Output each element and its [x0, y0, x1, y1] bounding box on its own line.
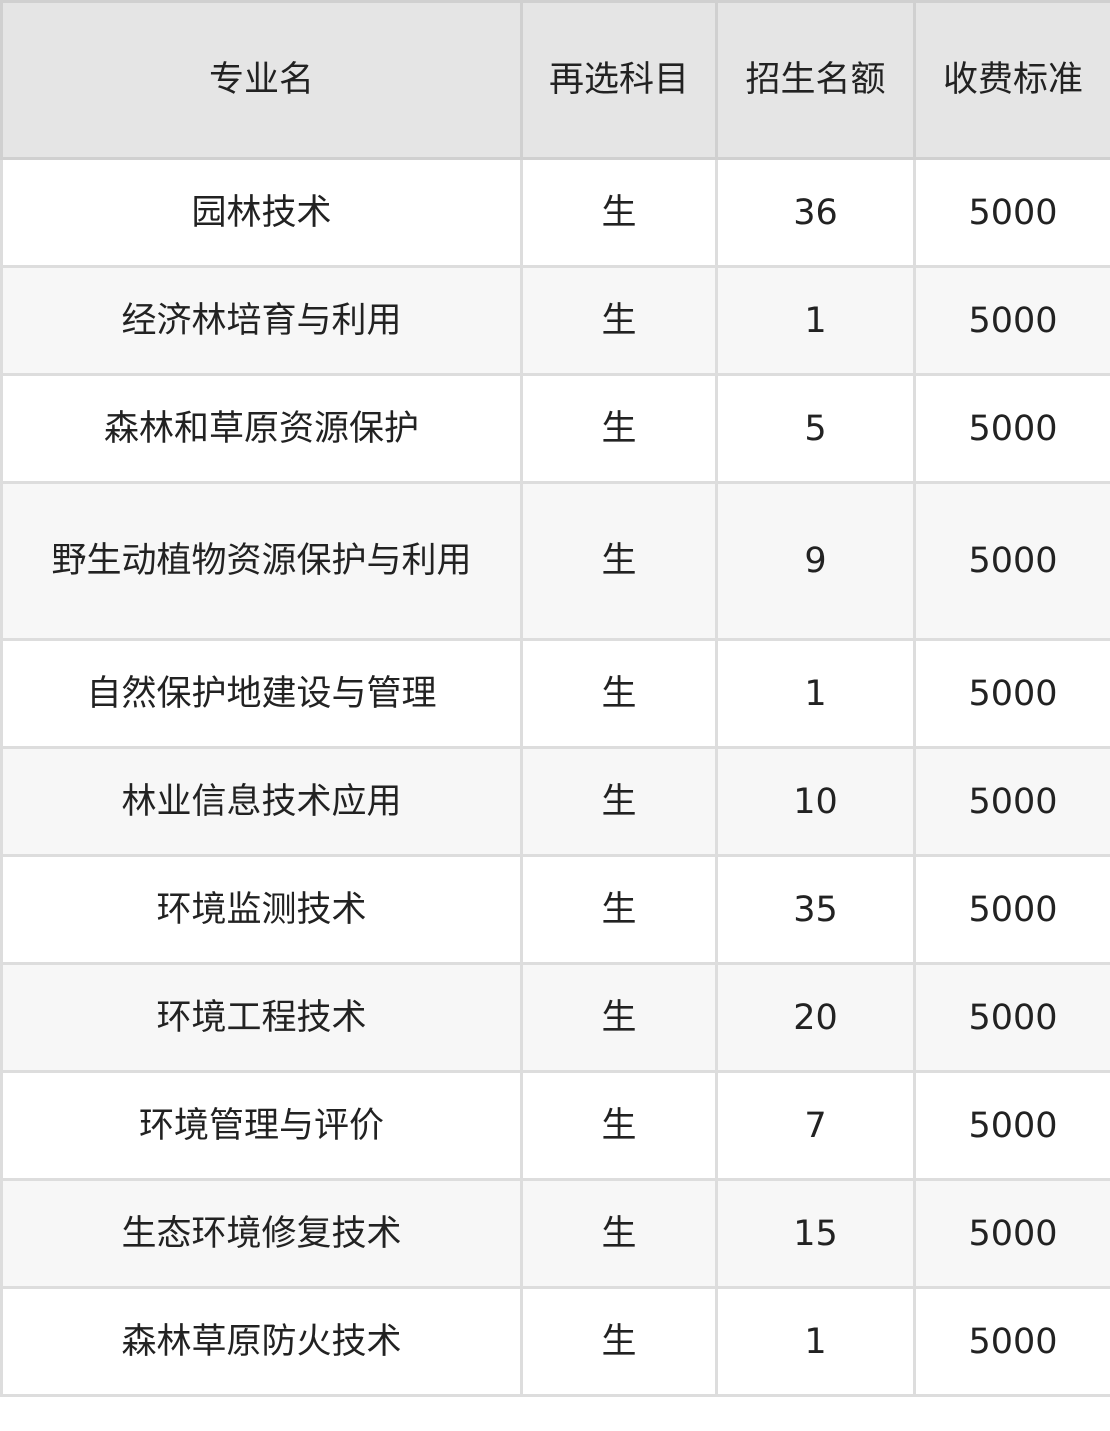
cell-major: 野生动植物资源保护与利用 — [0, 481, 523, 641]
cell-fee: 5000 — [913, 854, 1110, 965]
cell-major: 环境监测技术 — [0, 854, 523, 965]
cell-major: 生态环境修复技术 — [0, 1178, 523, 1289]
header-major: 专业名 — [0, 0, 523, 160]
table-row: 森林和草原资源保护生 5 5000 — [0, 373, 1110, 484]
table-row: 森林草原防火技术生 1 5000 — [0, 1286, 1110, 1397]
table-row: 自然保护地建设与管理生 1 5000 — [0, 638, 1110, 749]
cell-major: 森林草原防火技术 — [0, 1286, 523, 1397]
cell-fee: 5000 — [913, 481, 1110, 641]
header-subject: 再选科目 — [520, 0, 718, 160]
cell-subject: 生 — [520, 1178, 718, 1289]
table-row: 环境监测技术生 35 5000 — [0, 854, 1110, 965]
cell-subject: 生 — [520, 481, 718, 641]
table-row: 经济林培育与利用生 1 5000 — [0, 265, 1110, 376]
cell-quota: 10 — [715, 746, 916, 857]
cell-major: 园林技术 — [0, 157, 523, 268]
cell-major: 环境工程技术 — [0, 962, 523, 1073]
table-row: 林业信息技术应用生 10 5000 — [0, 746, 1110, 857]
cell-quota: 5 — [715, 373, 916, 484]
cell-major: 森林和草原资源保护 — [0, 373, 523, 484]
cell-fee: 5000 — [913, 1286, 1110, 1397]
cell-subject: 生 — [520, 265, 718, 376]
cell-fee: 5000 — [913, 1070, 1110, 1181]
cell-quota: 1 — [715, 638, 916, 749]
cell-subject: 生 — [520, 373, 718, 484]
header-fee: 收费标准 — [913, 0, 1110, 160]
header-row: 专业名 再选科目 招生名额 收费标准 — [0, 0, 1110, 160]
table-row: 生态环境修复技术生 15 5000 — [0, 1178, 1110, 1289]
major-enrollment-table: 专业名 再选科目 招生名额 收费标准 园林技术生 36 5000 经济林培育与利用生 1… — [0, 0, 1110, 1397]
cell-subject: 生 — [520, 854, 718, 965]
cell-fee: 5000 — [913, 962, 1110, 1073]
table-row: 环境管理与评价生 7 5000 — [0, 1070, 1110, 1181]
cell-major: 自然保护地建设与管理 — [0, 638, 523, 749]
table-row: 野生动植物资源保护与利用生 9 5000 — [0, 481, 1110, 641]
cell-subject: 生 — [520, 157, 718, 268]
cell-fee: 5000 — [913, 638, 1110, 749]
table-row: 园林技术生 36 5000 — [0, 157, 1110, 268]
cell-subject: 生 — [520, 962, 718, 1073]
header-quota: 招生名额 — [715, 0, 916, 160]
cell-subject: 生 — [520, 746, 718, 857]
cell-quota: 15 — [715, 1178, 916, 1289]
cell-fee: 5000 — [913, 157, 1110, 268]
cell-subject: 生 — [520, 1286, 718, 1397]
cell-major: 经济林培育与利用 — [0, 265, 523, 376]
table-row: 环境工程技术生 20 5000 — [0, 962, 1110, 1073]
cell-fee: 5000 — [913, 373, 1110, 484]
cell-quota: 36 — [715, 157, 916, 268]
cell-quota: 35 — [715, 854, 916, 965]
cell-major: 环境管理与评价 — [0, 1070, 523, 1181]
cell-fee: 5000 — [913, 265, 1110, 376]
cell-fee: 5000 — [913, 746, 1110, 857]
cell-major: 林业信息技术应用 — [0, 746, 523, 857]
cell-quota: 1 — [715, 265, 916, 376]
cell-quota: 1 — [715, 1286, 916, 1397]
cell-quota: 7 — [715, 1070, 916, 1181]
cell-fee: 5000 — [913, 1178, 1110, 1289]
cell-quota: 20 — [715, 962, 916, 1073]
cell-subject: 生 — [520, 1070, 718, 1181]
cell-quota: 9 — [715, 481, 916, 641]
cell-subject: 生 — [520, 638, 718, 749]
